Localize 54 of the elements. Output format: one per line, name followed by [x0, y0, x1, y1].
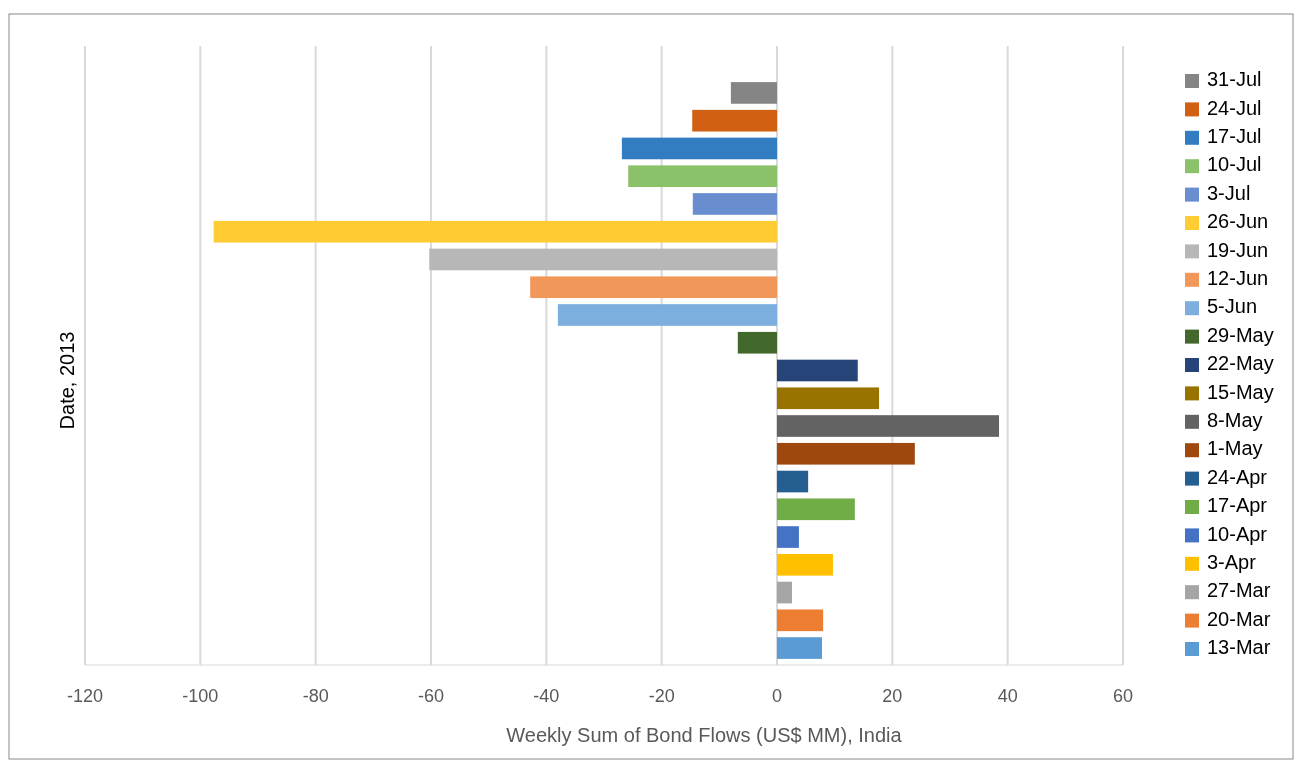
legend-label: 29-May — [1207, 323, 1274, 346]
legend-label: 20-Mar — [1207, 607, 1271, 630]
y-axis-title: Date, 2013 — [56, 331, 78, 430]
x-tick-label: 20 — [882, 686, 903, 706]
legend-label: 31-Jul — [1207, 68, 1262, 91]
bar — [777, 581, 792, 604]
bar — [777, 359, 858, 382]
bar — [530, 276, 777, 299]
legend-label: 10-Apr — [1207, 522, 1268, 545]
x-tick-label: -120 — [66, 686, 104, 706]
bar — [777, 442, 915, 465]
bar — [692, 193, 777, 215]
legend-label: 1-May — [1207, 437, 1263, 460]
bar — [777, 553, 833, 576]
bar — [628, 165, 777, 188]
x-tick-label: -80 — [302, 686, 329, 706]
bar — [777, 387, 880, 410]
bar — [730, 82, 777, 104]
bar — [777, 470, 809, 493]
x-tick-label: 40 — [997, 686, 1018, 706]
bar — [777, 526, 799, 548]
x-tick-label: -40 — [533, 686, 560, 706]
legend-label: 17-Jul — [1207, 125, 1262, 148]
legend-label: 24-Jul — [1207, 96, 1262, 119]
bar — [213, 220, 777, 243]
bar — [692, 109, 777, 132]
bar — [737, 331, 777, 354]
x-tick-label: 60 — [1112, 686, 1134, 706]
bar — [777, 415, 1000, 437]
x-axis-title: Weekly Sum of Bond Flows (US$ MM), India — [506, 724, 903, 746]
legend-label: 15-May — [1207, 380, 1274, 403]
legend-label: 27-Mar — [1207, 579, 1271, 602]
legend-label: 3-Apr — [1207, 551, 1257, 574]
x-tick-label: -60 — [417, 686, 445, 706]
legend-label: 13-Mar — [1207, 636, 1271, 659]
legend-label: 8-May — [1207, 409, 1263, 432]
legend-label: 24-Apr — [1207, 465, 1268, 488]
x-tick-label: 0 — [771, 686, 783, 706]
legend-label: 3-Jul — [1207, 181, 1251, 204]
x-tick-label: -100 — [182, 686, 219, 706]
bar — [777, 609, 824, 632]
bar — [429, 248, 777, 271]
legend-label: 19-Jun — [1207, 238, 1269, 261]
legend-label: 17-Apr — [1207, 494, 1268, 517]
bar — [557, 304, 777, 326]
legend-label: 10-Jul — [1207, 153, 1262, 176]
legend-label: 26-Jun — [1207, 210, 1269, 233]
legend-label: 22-May — [1207, 352, 1274, 375]
x-tick-label: -20 — [648, 686, 675, 706]
legend-label: 5-Jun — [1207, 295, 1258, 318]
legend-label: 12-Jun — [1207, 267, 1269, 290]
bar — [777, 637, 822, 659]
bar — [777, 498, 855, 521]
bar — [621, 137, 777, 160]
